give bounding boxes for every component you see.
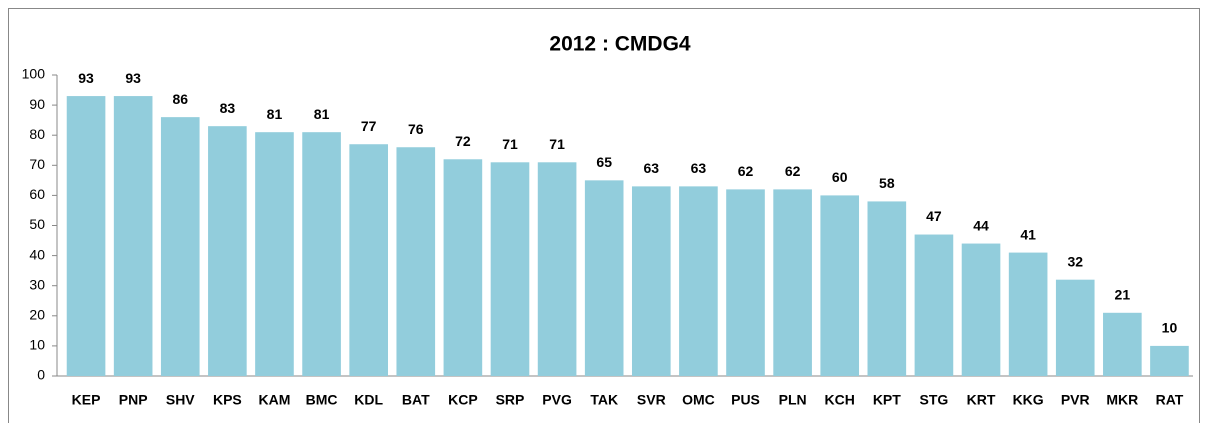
x-tick-label: PNP <box>119 392 148 408</box>
chart-title: 2012 : CMDG4 <box>549 33 691 56</box>
data-label: 21 <box>1115 286 1131 302</box>
bar <box>537 162 577 376</box>
y-tick-label: 20 <box>29 307 45 323</box>
x-tick-label: BMC <box>306 392 338 408</box>
data-label: 63 <box>644 160 660 176</box>
data-label: 58 <box>879 175 895 191</box>
data-label: 72 <box>455 133 471 149</box>
bar <box>490 162 530 376</box>
x-tick-label: KDL <box>354 392 383 408</box>
data-label: 76 <box>408 121 424 137</box>
data-label: 86 <box>172 91 188 107</box>
y-tick-label: 60 <box>29 186 45 202</box>
bar <box>773 189 812 376</box>
bar <box>1008 252 1048 376</box>
y-tick-label: 70 <box>29 156 45 172</box>
x-tick-label: KPT <box>873 392 901 408</box>
x-tick-label: SRP <box>496 392 525 408</box>
y-tick-label: 100 <box>22 66 46 82</box>
y-tick-label: 30 <box>29 276 45 292</box>
bar <box>443 159 483 376</box>
x-tick-label: KKG <box>1013 392 1044 408</box>
data-label: 65 <box>596 154 612 170</box>
bar <box>914 234 954 376</box>
bar <box>631 186 671 376</box>
x-tick-label: SVR <box>637 392 666 408</box>
data-label: 47 <box>926 208 942 224</box>
x-tick-label: MKR <box>1106 392 1138 408</box>
x-tick-label: KRT <box>967 392 996 408</box>
bar <box>726 189 765 376</box>
bar <box>208 126 247 376</box>
data-label: 32 <box>1067 253 1083 269</box>
bar <box>349 144 388 376</box>
data-label: 83 <box>220 100 236 116</box>
bar <box>584 180 624 376</box>
x-tick-label: TAK <box>590 392 618 408</box>
data-label: 93 <box>78 70 94 86</box>
bar <box>1103 312 1142 376</box>
data-label: 81 <box>314 106 330 122</box>
x-tick-label: PVR <box>1061 392 1090 408</box>
bar <box>396 147 436 376</box>
x-tick-label: KPS <box>213 392 242 408</box>
x-tick-label: STG <box>920 392 949 408</box>
bar <box>255 132 294 376</box>
bar <box>1150 345 1189 376</box>
data-label: 77 <box>361 118 377 134</box>
x-tick-label: OMC <box>682 392 715 408</box>
x-tick-label: BAT <box>402 392 430 408</box>
y-tick-label: 40 <box>29 246 45 262</box>
data-label: 10 <box>1162 320 1178 336</box>
y-tick-label: 80 <box>29 126 45 142</box>
data-label: 63 <box>691 160 707 176</box>
data-label: 41 <box>1020 226 1036 242</box>
bar <box>113 96 153 376</box>
data-label: 44 <box>973 217 989 233</box>
data-label: 81 <box>267 106 283 122</box>
y-tick-label: 0 <box>37 367 45 383</box>
y-tick-label: 10 <box>29 337 45 353</box>
chart-border <box>8 8 1200 423</box>
bar <box>1055 279 1095 376</box>
x-tick-label: PVG <box>542 392 572 408</box>
x-tick-label: KCH <box>825 392 855 408</box>
x-tick-label: KAM <box>259 392 291 408</box>
x-tick-label: PUS <box>731 392 760 408</box>
bar <box>160 117 200 376</box>
data-label: 62 <box>738 163 754 179</box>
data-label: 60 <box>832 169 848 185</box>
x-tick-label: PLN <box>779 392 807 408</box>
x-tick-label: KEP <box>72 392 101 408</box>
bar <box>302 132 341 376</box>
x-tick-label: RAT <box>1156 392 1184 408</box>
data-label: 62 <box>785 163 801 179</box>
x-tick-label: KCP <box>448 392 478 408</box>
bar <box>66 96 106 376</box>
y-tick-label: 50 <box>29 216 45 232</box>
data-label: 93 <box>125 70 141 86</box>
bar <box>867 201 907 376</box>
bar <box>679 186 718 376</box>
bar <box>961 243 1001 376</box>
data-label: 71 <box>549 136 565 152</box>
bar <box>820 195 860 376</box>
y-tick-label: 90 <box>29 96 45 112</box>
x-tick-label: SHV <box>166 392 195 408</box>
data-label: 71 <box>502 136 518 152</box>
